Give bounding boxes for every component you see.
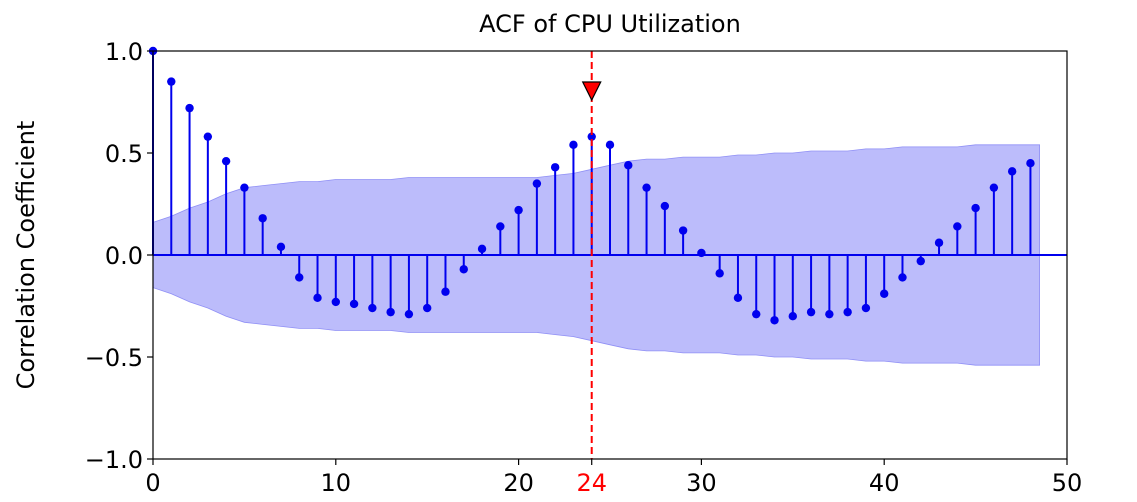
y-tick-label-2: 0.0 [105, 242, 143, 270]
acf-point-lag-34 [770, 316, 779, 325]
x-tick-label-20: 20 [503, 469, 534, 497]
acf-point-lag-47 [1007, 167, 1017, 176]
acf-point-lag-4 [221, 156, 231, 166]
acf-point-lag-31 [715, 269, 724, 278]
acf-point-lag-12 [368, 303, 377, 313]
acf-point-lag-20 [514, 205, 523, 215]
acf-point-lag-18 [477, 244, 487, 254]
acf-point-lag-14 [404, 309, 414, 319]
acf-point-lag-13 [386, 307, 395, 317]
highlight-triangle-marker [581, 81, 602, 102]
acf-point-lag-30 [697, 248, 706, 258]
y-tick-label-1: 0.5 [105, 140, 143, 168]
acf-point-lag-42 [916, 256, 925, 266]
acf-point-lag-19 [496, 222, 505, 231]
acf-point-lag-46 [989, 183, 999, 192]
acf-point-lag-24 [587, 132, 596, 141]
y-tick-label-3: −0.5 [85, 344, 143, 372]
acf-point-lag-21 [532, 179, 542, 188]
acf-point-lag-45 [971, 203, 980, 213]
acf-point-lag-7 [276, 242, 286, 252]
acf-point-lag-3 [203, 132, 213, 141]
acf-point-lag-23 [569, 140, 578, 150]
acf-point-lag-29 [678, 226, 688, 235]
acf-point-lag-5 [240, 183, 249, 192]
acf-point-lag-27 [642, 183, 651, 192]
acf-point-lag-40 [880, 289, 889, 298]
x-tick-label-10: 10 [321, 469, 352, 497]
acf-point-lag-33 [752, 309, 761, 319]
y-tick-label-4: −1.0 [85, 446, 143, 474]
acf-point-lag-44 [953, 222, 962, 231]
acf-point-lag-11 [349, 299, 359, 309]
acf-point-lag-2 [185, 103, 194, 113]
chart-title: ACF of CPU Utilization [479, 10, 741, 38]
y-tick-label-0: 1.0 [105, 38, 143, 66]
acf-point-lag-43 [934, 238, 944, 247]
acf-point-lag-10 [331, 297, 340, 307]
stem-layer [148, 46, 1035, 325]
acf-point-lag-41 [898, 273, 907, 282]
y-axis-ticks: 1.0 0.5 0.0 −0.5 −1.0 [85, 38, 153, 474]
acf-point-lag-8 [295, 273, 304, 282]
acf-point-lag-48 [1026, 159, 1035, 168]
acf-point-lag-32 [733, 293, 743, 303]
acf-point-lag-6 [258, 214, 267, 223]
acf-point-lag-26 [624, 161, 633, 170]
x-tick-label-50: 50 [1052, 469, 1083, 497]
acf-point-lag-25 [605, 140, 615, 150]
acf-point-lag-38 [843, 307, 852, 317]
x-tick-label-0: 0 [145, 469, 160, 497]
acf-point-lag-15 [423, 303, 432, 313]
acf-point-lag-22 [550, 163, 560, 172]
acf-point-lag-16 [441, 287, 450, 296]
x-tick-label-40: 40 [869, 469, 900, 497]
acf-point-lag-35 [788, 312, 797, 321]
acf-point-lag-17 [459, 265, 468, 274]
y-axis-label: Correlation Coefficient [12, 121, 40, 390]
acf-point-lag-9 [313, 293, 322, 303]
acf-point-lag-28 [660, 201, 670, 211]
acf-point-lag-39 [861, 303, 871, 313]
marker-layer [581, 51, 602, 459]
x-axis-ticks: 0 10 20 30 40 50 24 [145, 459, 1082, 497]
acf-point-lag-36 [806, 307, 816, 317]
x-tick-label-30: 30 [686, 469, 717, 497]
acf-point-lag-37 [825, 309, 834, 319]
acf-point-lag-1 [167, 77, 176, 86]
x-tick-label-highlight: 24 [576, 469, 607, 497]
